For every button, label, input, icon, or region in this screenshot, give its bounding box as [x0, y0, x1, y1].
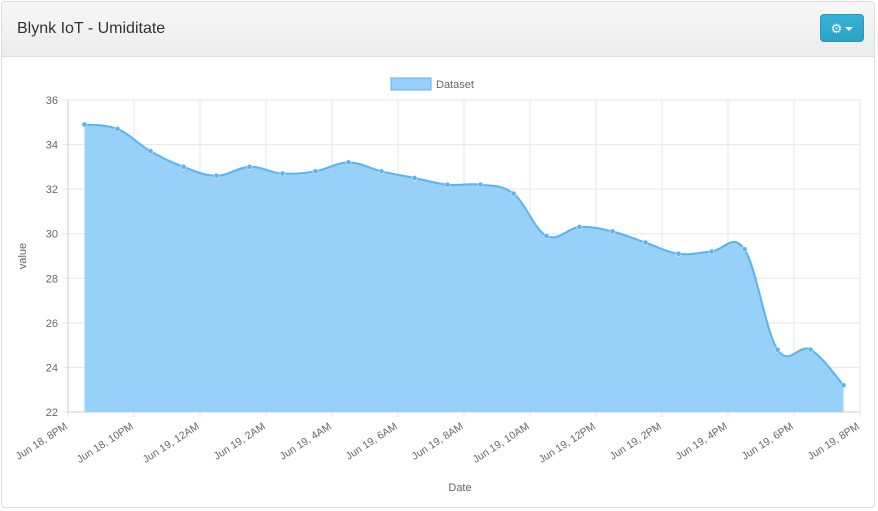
legend-swatch [390, 77, 432, 91]
chart-area: 22 24 26 28 30 32 34 36 Jun 18, 8PM Jun 18, 10PM J… [2, 58, 874, 507]
data-point [675, 250, 682, 257]
data-point [807, 346, 814, 353]
y-tick-label: 30 [46, 229, 58, 241]
data-point [114, 126, 121, 132]
x-tick-label: Jun 18, 8PM [14, 420, 70, 462]
data-point [642, 239, 649, 246]
data-point [840, 382, 847, 389]
data-point [741, 246, 748, 253]
x-tick-label: Jun 19, 6AM [344, 420, 400, 462]
y-tick-label: 26 [46, 318, 58, 330]
x-tick-label: Jun 19, 6PM [740, 420, 796, 462]
y-tick-label: 28 [46, 273, 58, 285]
y-tick-label: 36 [46, 95, 58, 107]
data-point [543, 233, 550, 239]
data-point [378, 168, 385, 175]
data-point [609, 228, 616, 235]
x-tick-label: Jun 19, 8PM [806, 420, 862, 462]
caret-down-icon [845, 27, 854, 31]
x-tick-label: Jun 19, 4PM [674, 420, 730, 462]
data-point [312, 168, 319, 175]
panel-header: Blynk IoT - Umiditate ⚙ [2, 2, 874, 57]
data-point [345, 159, 352, 166]
x-tick-label: Jun 19, 2AM [212, 420, 268, 462]
data-point [147, 148, 154, 155]
data-point [444, 181, 451, 188]
y-tick-label: 34 [46, 140, 58, 152]
y-tick-label: 32 [46, 184, 58, 196]
x-tick-label: Jun 19, 12AM [141, 420, 202, 465]
data-point [411, 175, 418, 181]
data-point [180, 164, 187, 170]
x-tick-label: Jun 19, 2PM [608, 420, 664, 462]
legend-label: Dataset [436, 79, 474, 91]
x-axis-title: Date [448, 482, 471, 494]
x-tick-label: Jun 18, 10PM [75, 420, 136, 465]
gear-icon: ⚙ [830, 20, 843, 36]
y-tick-label: 24 [46, 362, 58, 374]
x-tick-label: Jun 19, 10AM [471, 420, 532, 465]
data-point [477, 181, 484, 188]
series-area-fill [84, 124, 844, 412]
data-point [279, 170, 286, 177]
data-point [576, 224, 583, 230]
x-tick-label: Jun 19, 12PM [537, 420, 598, 465]
y-axis-title: value [17, 243, 29, 269]
data-point [774, 346, 781, 353]
x-tick-label: Jun 19, 4AM [278, 420, 334, 462]
data-point [708, 248, 715, 255]
data-point [81, 121, 88, 128]
data-point [246, 164, 253, 170]
panel-title: Blynk IoT - Umiditate [17, 20, 166, 37]
data-point [213, 172, 220, 179]
y-tick-label: 22 [46, 407, 58, 419]
x-tick-label: Jun 19, 8AM [410, 420, 466, 462]
data-point [510, 190, 517, 197]
settings-dropdown-button[interactable]: ⚙ [820, 14, 864, 42]
